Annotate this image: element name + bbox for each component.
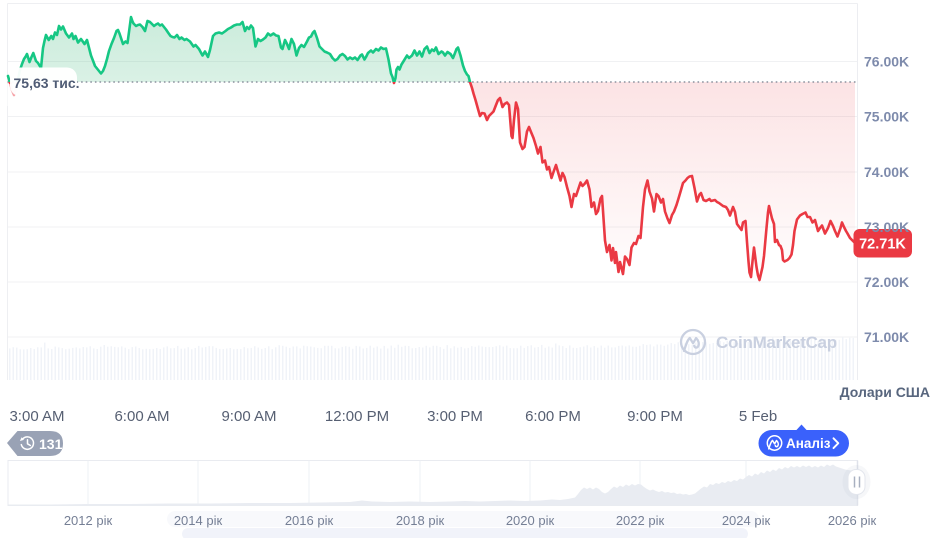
svg-text:9:00 AM: 9:00 AM (221, 408, 276, 425)
svg-text:6:00 PM: 6:00 PM (525, 408, 581, 425)
svg-text:Долари США: Долари США (840, 384, 930, 400)
svg-text:75.00K: 75.00K (864, 109, 909, 125)
svg-text:2022 рік: 2022 рік (616, 513, 665, 528)
svg-text:71.00K: 71.00K (864, 329, 909, 345)
svg-text:2020 рік: 2020 рік (506, 513, 555, 528)
svg-text:2018 рік: 2018 рік (396, 513, 445, 528)
svg-text:12:00 PM: 12:00 PM (325, 408, 389, 425)
svg-text:Аналіз: Аналіз (786, 436, 831, 451)
svg-text:2014 рік: 2014 рік (174, 513, 223, 528)
svg-text:5 Feb: 5 Feb (739, 408, 777, 425)
svg-text:74.00K: 74.00K (864, 164, 909, 180)
svg-text:75,63 тис.: 75,63 тис. (14, 75, 80, 91)
svg-text:6:00 AM: 6:00 AM (114, 408, 169, 425)
svg-text:CoinMarketCap: CoinMarketCap (716, 333, 837, 352)
svg-text:2012 рік: 2012 рік (64, 513, 113, 528)
svg-text:2016 рік: 2016 рік (285, 513, 334, 528)
svg-text:72.71K: 72.71K (859, 237, 906, 253)
svg-text:72.00K: 72.00K (864, 274, 909, 290)
svg-text:3:00 AM: 3:00 AM (9, 408, 64, 425)
svg-text:3:00 PM: 3:00 PM (427, 408, 483, 425)
svg-text:131: 131 (39, 436, 63, 452)
svg-text:73.00K: 73.00K (864, 219, 909, 235)
svg-text:2024 рік: 2024 рік (722, 513, 771, 528)
svg-text:2026 рік: 2026 рік (828, 513, 877, 528)
svg-text:9:00 PM: 9:00 PM (627, 408, 683, 425)
svg-text:76.00K: 76.00K (864, 54, 909, 70)
